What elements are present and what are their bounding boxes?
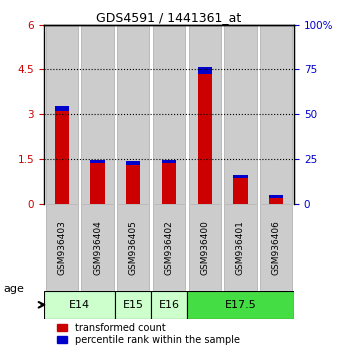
Bar <box>233 178 248 204</box>
Bar <box>46 25 78 204</box>
Text: age: age <box>3 284 24 293</box>
Bar <box>224 25 257 204</box>
Bar <box>269 198 283 204</box>
Bar <box>126 161 140 165</box>
Text: GSM936406: GSM936406 <box>272 220 281 275</box>
Bar <box>233 175 248 178</box>
Text: GSM936403: GSM936403 <box>57 220 66 275</box>
FancyBboxPatch shape <box>189 204 221 291</box>
FancyBboxPatch shape <box>44 291 115 319</box>
FancyBboxPatch shape <box>117 204 149 291</box>
Bar <box>198 74 212 204</box>
FancyBboxPatch shape <box>260 204 292 291</box>
Bar <box>55 111 69 204</box>
Bar <box>117 25 149 204</box>
FancyBboxPatch shape <box>187 291 294 319</box>
Bar <box>90 160 105 163</box>
Bar <box>198 67 212 74</box>
Text: GSM936402: GSM936402 <box>165 220 173 275</box>
Bar <box>269 195 283 198</box>
Bar <box>153 25 185 204</box>
Text: GSM936400: GSM936400 <box>200 220 209 275</box>
Text: E17.5: E17.5 <box>224 300 256 310</box>
Bar <box>189 25 221 204</box>
Text: GSM936405: GSM936405 <box>129 220 138 275</box>
FancyBboxPatch shape <box>151 291 187 319</box>
Bar <box>260 25 292 204</box>
Legend: transformed count, percentile rank within the sample: transformed count, percentile rank withi… <box>56 322 241 346</box>
Bar <box>81 25 114 204</box>
FancyBboxPatch shape <box>46 204 78 291</box>
FancyBboxPatch shape <box>115 291 151 319</box>
FancyBboxPatch shape <box>81 204 114 291</box>
Bar <box>55 106 69 111</box>
Text: GSM936404: GSM936404 <box>93 220 102 275</box>
Text: GSM936401: GSM936401 <box>236 220 245 275</box>
FancyBboxPatch shape <box>153 204 185 291</box>
Text: E15: E15 <box>123 300 144 310</box>
Bar <box>162 160 176 163</box>
FancyBboxPatch shape <box>224 204 257 291</box>
Bar <box>126 165 140 204</box>
Title: GDS4591 / 1441361_at: GDS4591 / 1441361_at <box>96 11 242 24</box>
Text: E14: E14 <box>69 300 90 310</box>
Text: E16: E16 <box>159 300 179 310</box>
Bar <box>162 163 176 204</box>
Bar <box>90 163 105 204</box>
